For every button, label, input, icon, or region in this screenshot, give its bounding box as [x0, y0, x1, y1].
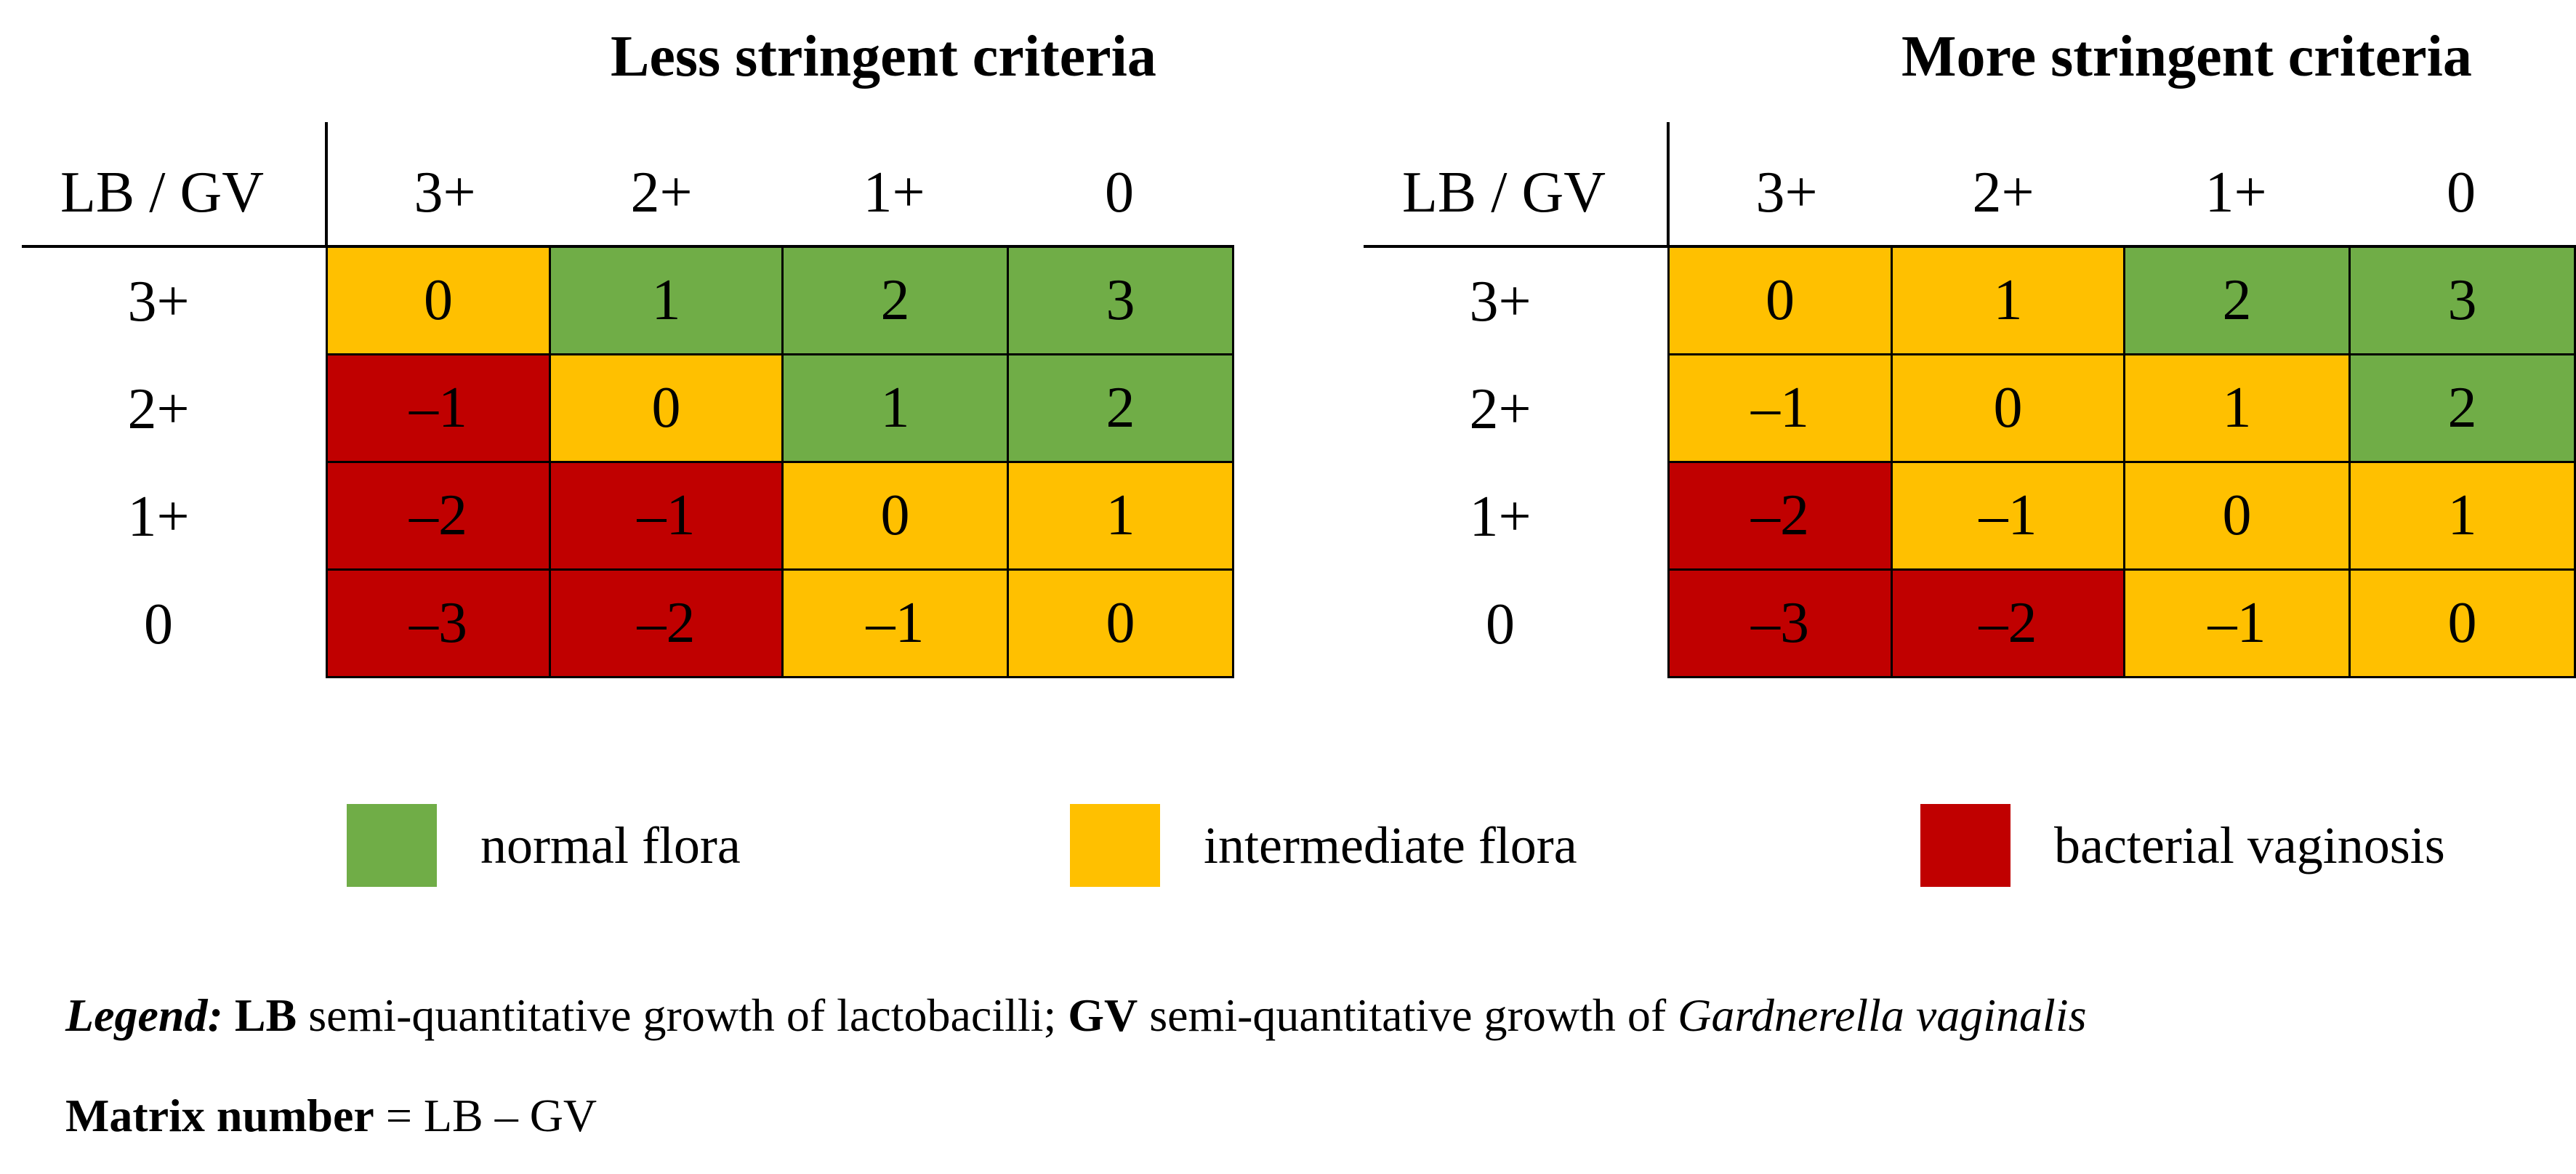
matrix-cell: –1: [326, 353, 551, 463]
matrix-cell: 3: [2348, 246, 2576, 355]
matrix-cell: –2: [1891, 568, 2125, 678]
matrix-cell: 0: [781, 461, 1009, 571]
matrix-cell: –3: [326, 568, 551, 678]
legend-swatch-yellow: [1070, 804, 1160, 887]
row-header: 2+: [1469, 377, 1531, 441]
column-header: 3+: [414, 160, 476, 225]
matrix-cell: 1: [2123, 353, 2351, 463]
column-header: 3+: [1755, 160, 1818, 225]
matrix-cell: 3: [1007, 246, 1234, 355]
column-header: 0: [2447, 160, 2476, 225]
footnote-gv-abbr: GV: [1068, 989, 1138, 1041]
corner-label: LB / GV: [60, 160, 264, 225]
legend-label: intermediate flora: [1204, 816, 1577, 875]
footnote-matrix-formula-text: = LB – GV: [374, 1090, 597, 1141]
matrix-cell: 0: [2123, 461, 2351, 571]
matrix-cell: –1: [1891, 461, 2125, 571]
matrix-cell: –1: [781, 568, 1009, 678]
column-header: 1+: [863, 160, 925, 225]
matrix-cell: 1: [1891, 246, 2125, 355]
legend-item-bacterial-vaginosis: bacterial vaginosis: [1920, 803, 2445, 888]
matrix-cell: 0: [549, 353, 784, 463]
matrix-cell: 2: [1007, 353, 1234, 463]
legend-label: normal flora: [480, 816, 741, 875]
corner-label: LB / GV: [1402, 160, 1606, 225]
matrix-cell: 1: [2348, 461, 2576, 571]
legend-label: bacterial vaginosis: [2054, 816, 2445, 875]
matrix-cell: –1: [549, 461, 784, 571]
column-header: 1+: [2205, 160, 2267, 225]
matrix-cell: 1: [549, 246, 784, 355]
footnote-gv-text: semi-quantitative growth of: [1138, 989, 1678, 1041]
matrix-cell: –1: [1667, 353, 1893, 463]
footnote-legend: Legend: LB semi-quantitative growth of l…: [65, 989, 2086, 1042]
vertical-divider: [1667, 122, 1670, 246]
row-header: 0: [1486, 592, 1515, 656]
matrix-cell: 1: [1007, 461, 1234, 571]
row-header: 2+: [127, 377, 190, 441]
legend-item-normal-flora: normal flora: [347, 803, 741, 888]
matrix-cell: –1: [2123, 568, 2351, 678]
matrix-cell: 0: [2348, 568, 2576, 678]
matrix-cell: 0: [326, 246, 551, 355]
matrix-title: More stringent criteria: [1901, 25, 2472, 89]
matrix-cell: 0: [1667, 246, 1893, 355]
matrix-cell: 0: [1891, 353, 2125, 463]
column-header: 2+: [1972, 160, 2034, 225]
vertical-divider: [325, 122, 328, 246]
matrix-cell: 2: [2348, 353, 2576, 463]
column-header: 2+: [630, 160, 693, 225]
row-header: 0: [144, 592, 173, 656]
row-header: 3+: [1469, 269, 1531, 334]
matrix-cell: –2: [549, 568, 784, 678]
matrix-cell: –2: [326, 461, 551, 571]
matrix-cell: –2: [1667, 461, 1893, 571]
matrix-cell: –3: [1667, 568, 1893, 678]
footnote-gv-species: Gardnerella vaginalis: [1678, 989, 2087, 1041]
row-header: 3+: [127, 269, 190, 334]
legend-item-intermediate-flora: intermediate flora: [1070, 803, 1577, 888]
matrix-title: Less stringent criteria: [611, 25, 1156, 89]
footnote-matrix-formula: Matrix number = LB – GV: [65, 1089, 597, 1143]
footnote-legend-prefix: Legend:: [65, 989, 223, 1041]
footnote-matrix-label: Matrix number: [65, 1090, 374, 1141]
matrix-cell: 2: [2123, 246, 2351, 355]
row-header: 1+: [127, 484, 190, 549]
matrix-cell: 0: [1007, 568, 1234, 678]
footnote-lb-abbr: LB: [234, 989, 297, 1041]
matrix-cell: 2: [781, 246, 1009, 355]
legend-swatch-green: [347, 804, 437, 887]
column-header: 0: [1105, 160, 1134, 225]
row-header: 1+: [1469, 484, 1531, 549]
footnote-lb-text: semi-quantitative growth of lactobacilli…: [297, 989, 1068, 1041]
matrix-cell: 1: [781, 353, 1009, 463]
legend-swatch-red: [1920, 804, 2011, 887]
